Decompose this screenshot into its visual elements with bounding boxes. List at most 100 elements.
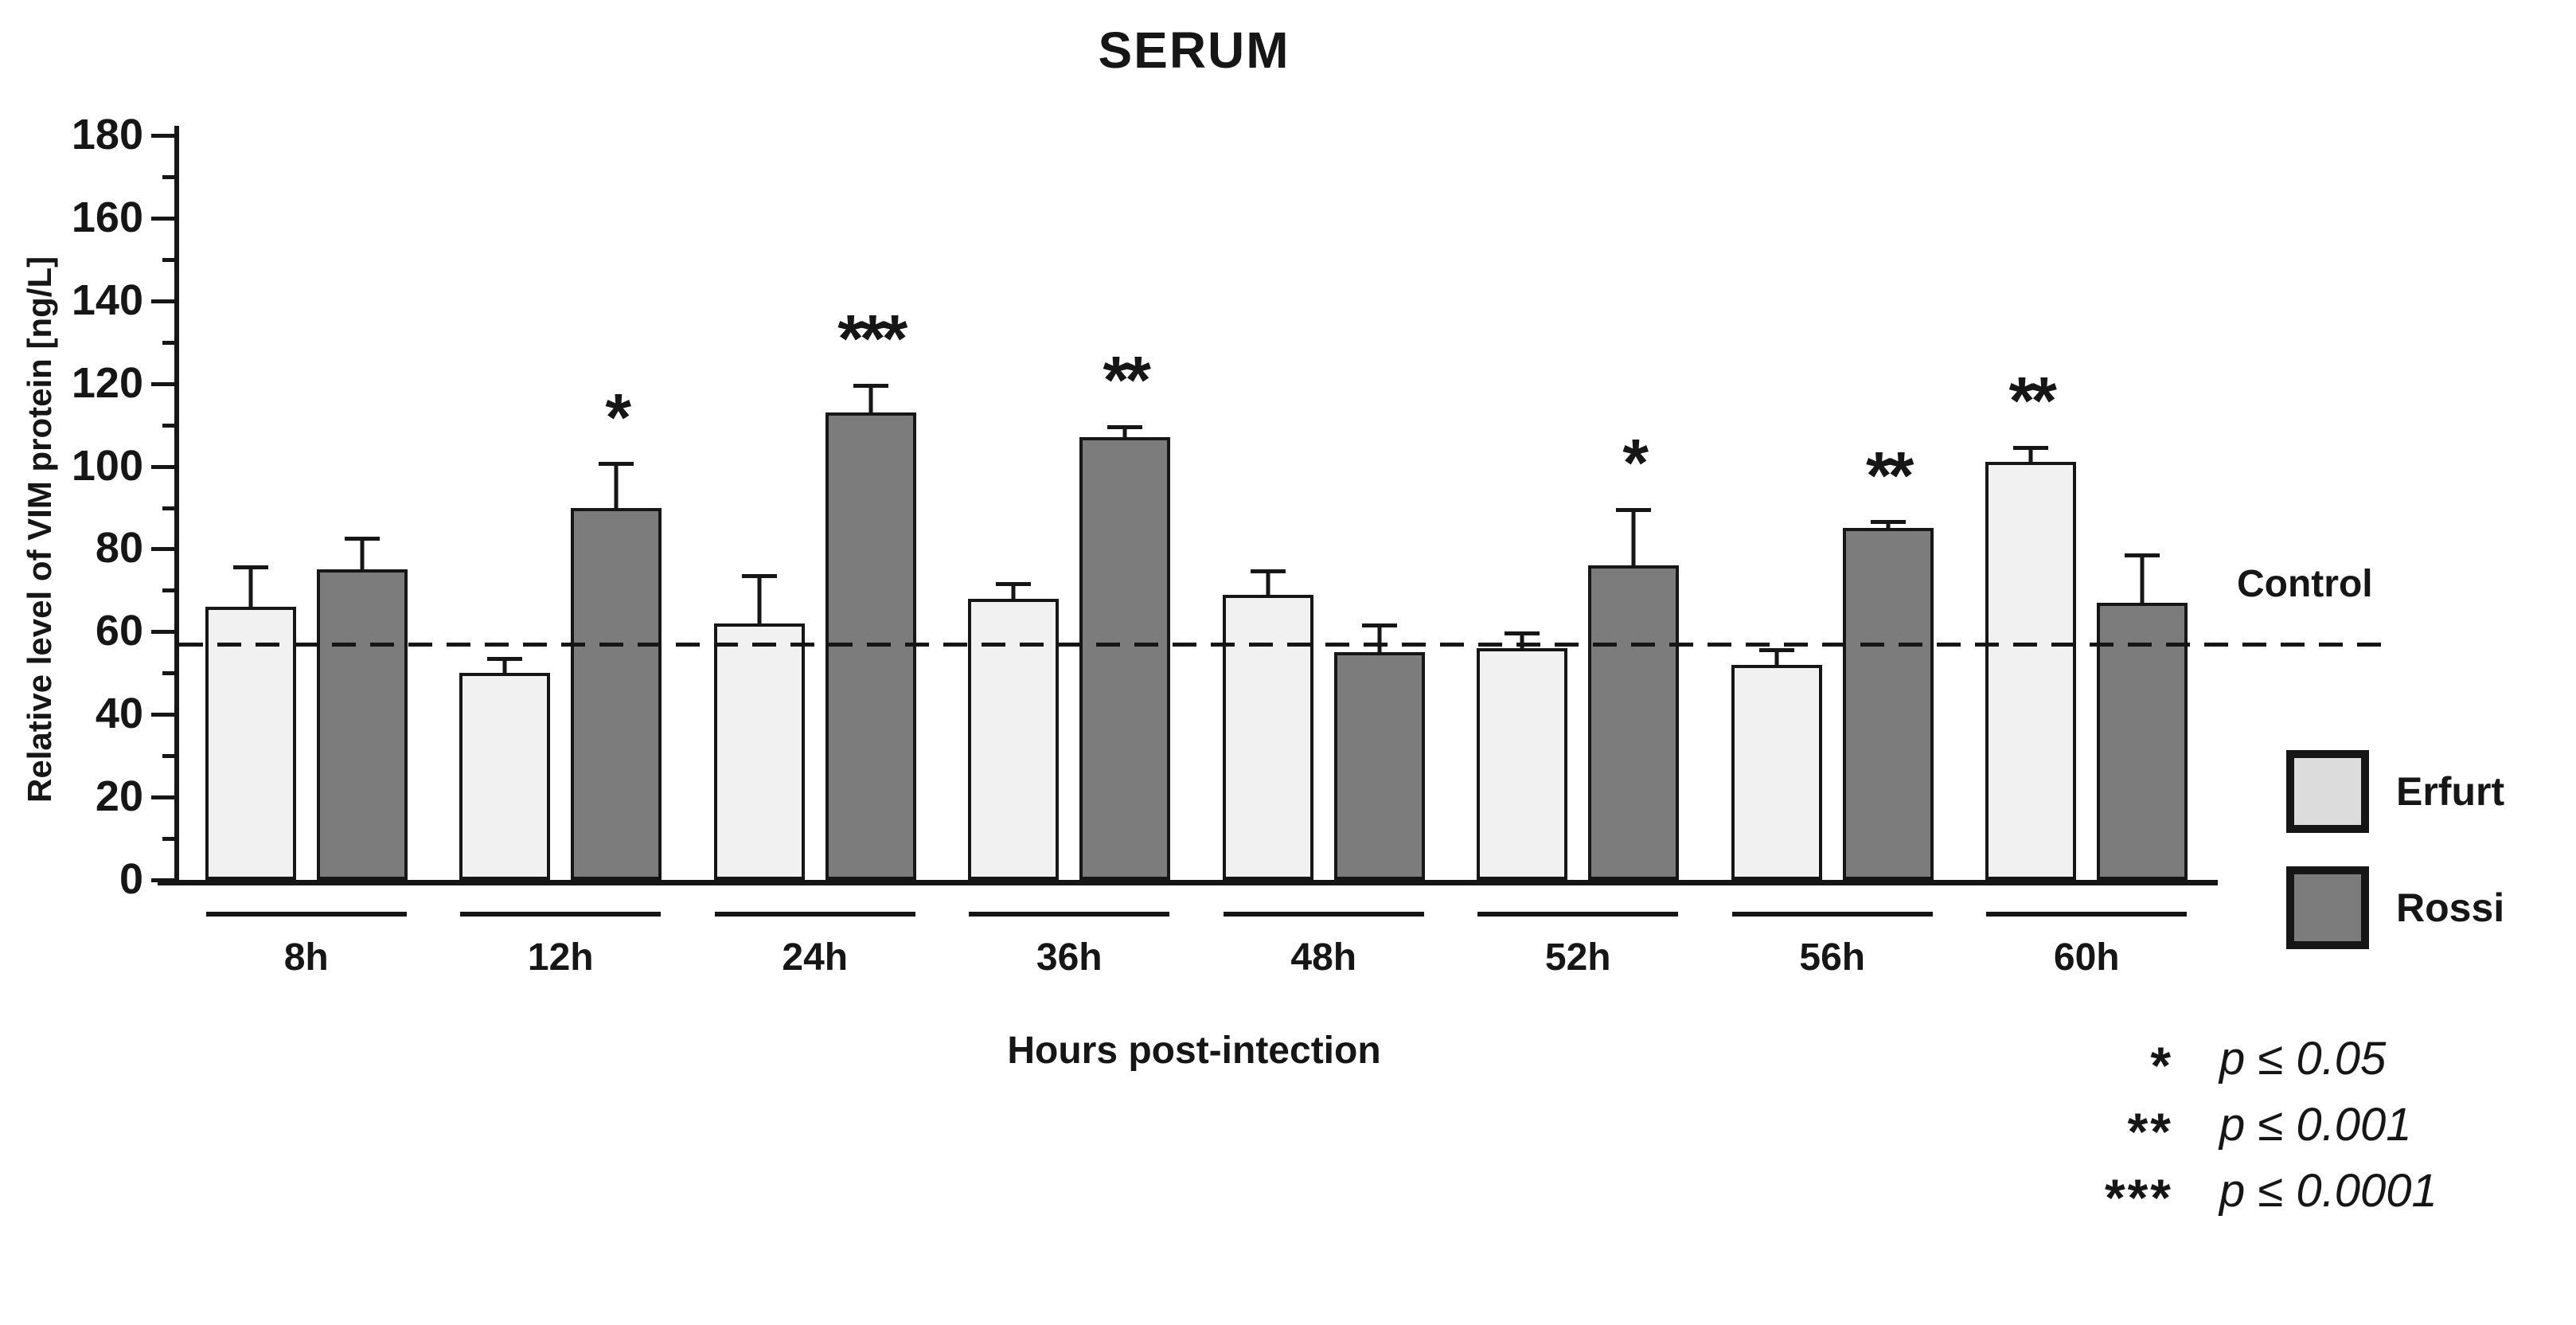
- y-major-tick: [151, 381, 175, 386]
- error-bar-cap: [853, 383, 888, 388]
- error-bar-stem: [502, 656, 507, 674]
- y-tick-label: 60: [95, 607, 143, 655]
- bar-erfurt-56h: [1731, 648, 1822, 880]
- error-bar-cap: [1616, 507, 1652, 512]
- y-tick-label: 0: [119, 854, 143, 903]
- bar-group-36h: ** 36h: [943, 135, 1197, 979]
- significance-stars: **: [1866, 437, 1914, 513]
- error-bar-stem: [1520, 631, 1524, 649]
- bar-erfurt-52h: [1477, 631, 1568, 880]
- bar-erfurt-60h: **: [1985, 367, 2077, 880]
- y-tick-label: 180: [71, 110, 143, 158]
- x-axis-label: Hours post-intection: [1007, 1030, 1381, 1072]
- error-bar-stem: [1011, 582, 1016, 599]
- bar-group-52h: * 52h: [1451, 135, 1706, 979]
- legend-label: Rossi: [2396, 885, 2505, 930]
- group-underline: [205, 912, 407, 917]
- chart-title: SERUM: [1098, 21, 1290, 79]
- y-major-tick: [151, 795, 175, 800]
- legend-item-rossi: Rossi: [2286, 866, 2504, 949]
- legend-label: Erfurt: [2396, 769, 2505, 814]
- erfurt-swatch-icon: [2286, 750, 2369, 833]
- bar-fill: [571, 507, 662, 880]
- y-minor-tick: [162, 174, 175, 179]
- error-bar-stem: [1886, 520, 1891, 529]
- bar-rossi-56h: **: [1842, 442, 1934, 880]
- significance-key: * p ≤ 0.05 ** p ≤ 0.001 *** p ≤ 0.0001: [1934, 1032, 2437, 1224]
- bar-rossi-52h: *: [1588, 429, 1680, 880]
- x-axis-line: [158, 880, 2218, 885]
- error-bar-cap: [487, 656, 523, 661]
- bar-erfurt-24h: [713, 573, 805, 880]
- bar-fill: [205, 607, 296, 880]
- significance-stars: *: [1622, 424, 1649, 500]
- bar-fill: [713, 623, 805, 880]
- error-bar-stem: [248, 565, 253, 608]
- bar-rossi-60h: [2097, 553, 2188, 880]
- sig-key-stars: *: [2150, 1035, 2173, 1095]
- error-bar-cap: [2013, 445, 2049, 450]
- y-major-tick: [151, 547, 175, 552]
- bar-fill: [968, 598, 1060, 880]
- bar-group-56h: ** 56h: [1705, 135, 1960, 979]
- bar-group-12h: * 12h: [434, 135, 689, 979]
- y-minor-tick: [162, 423, 175, 428]
- legend-item-erfurt: Erfurt: [2286, 750, 2504, 833]
- error-bar-stem: [2140, 553, 2145, 603]
- group-underline: [460, 912, 662, 917]
- group-underline: [1986, 912, 2188, 917]
- bar-fill: [1079, 437, 1171, 880]
- y-major-tick: [151, 713, 175, 717]
- y-minor-tick: [162, 506, 175, 510]
- x-category-label: 52h: [1544, 936, 1611, 979]
- group-underline: [969, 912, 1170, 917]
- error-bar-stem: [2028, 445, 2033, 463]
- error-bar-stem: [1774, 648, 1779, 665]
- sig-key-row: * p ≤ 0.05: [1934, 1032, 2437, 1092]
- sig-key-label: p ≤ 0.0001: [2219, 1165, 2437, 1217]
- bar-fill: [2097, 602, 2188, 880]
- y-tick-label: 40: [95, 689, 143, 737]
- x-category-label: 36h: [1036, 936, 1103, 979]
- plot-area: 8h * 12h *** 24h ** 36h 48h * 52h ** 56h ** 60h: [179, 135, 2215, 979]
- bar-erfurt-36h: [968, 582, 1060, 880]
- error-bar-cap: [1361, 623, 1397, 627]
- control-label: Control: [2237, 563, 2373, 605]
- bar-fill: [1842, 528, 1934, 880]
- bar-erfurt-12h: [459, 656, 551, 880]
- y-tick-label: 160: [71, 193, 143, 241]
- bar-fill: [316, 569, 408, 880]
- error-bar-cap: [344, 536, 380, 541]
- error-bar-cap: [2125, 553, 2160, 557]
- legend: Erfurt Rossi: [2286, 750, 2504, 949]
- bar-rossi-36h: **: [1079, 346, 1171, 880]
- error-bar-stem: [868, 383, 873, 413]
- y-tick-label: 120: [71, 358, 143, 407]
- bar-group-24h: *** 24h: [688, 135, 943, 979]
- bar-group-8h: 8h: [179, 135, 434, 979]
- group-underline: [1223, 912, 1424, 917]
- y-minor-tick: [162, 340, 175, 345]
- sig-key-stars: ***: [2104, 1167, 2173, 1227]
- sig-key-row: *** p ≤ 0.0001: [1934, 1164, 2437, 1224]
- error-bar-stem: [360, 536, 365, 570]
- sig-key-label: p ≤ 0.001: [2219, 1099, 2412, 1151]
- bar-erfurt-48h: [1222, 569, 1313, 880]
- y-minor-tick: [162, 671, 175, 676]
- bar-fill: [459, 673, 551, 880]
- y-tick-label: 140: [71, 276, 143, 324]
- bar-rossi-48h: [1333, 623, 1425, 880]
- error-bar-stem: [1122, 424, 1127, 438]
- significance-stars: *: [605, 379, 631, 455]
- error-bar-cap: [1505, 631, 1540, 636]
- group-underline: [714, 912, 915, 917]
- y-minor-tick: [162, 754, 175, 759]
- significance-stars: ***: [837, 301, 907, 377]
- bar-fill: [1985, 462, 2077, 880]
- bar-group-60h: ** 60h: [1960, 135, 2215, 979]
- y-major-tick: [151, 134, 175, 138]
- sig-key-label: p ≤ 0.05: [2219, 1033, 2387, 1085]
- bar-rossi-12h: *: [571, 384, 662, 880]
- error-bar-stem: [1631, 507, 1636, 566]
- error-bar-cap: [1107, 424, 1143, 429]
